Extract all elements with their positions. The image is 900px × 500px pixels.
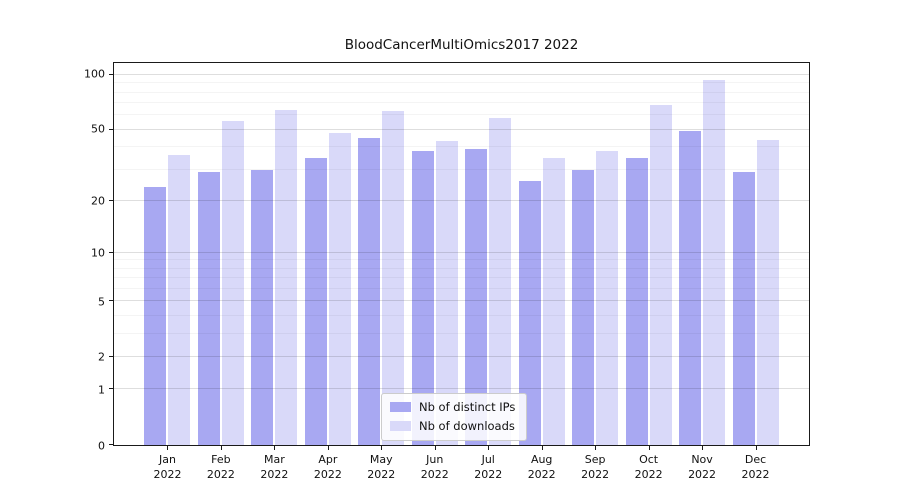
x-tick-label: Jan 2022 bbox=[153, 453, 182, 482]
bar-distinct-ips bbox=[304, 157, 327, 445]
x-tick-label: Aug 2022 bbox=[527, 453, 556, 482]
gridline-minor bbox=[114, 314, 809, 316]
y-tick-mark bbox=[109, 355, 113, 357]
gridline-major bbox=[114, 73, 809, 75]
y-tick-mark bbox=[109, 388, 113, 390]
legend-swatch-downloads bbox=[390, 421, 411, 431]
x-tick-mark bbox=[702, 446, 704, 450]
y-tick-label: 0 bbox=[98, 439, 105, 453]
x-tick-mark bbox=[274, 446, 276, 450]
x-tick-mark bbox=[595, 446, 597, 450]
y-tick-mark bbox=[109, 251, 113, 253]
gridline-minor bbox=[114, 114, 809, 116]
x-tick-label: Mar 2022 bbox=[260, 453, 289, 482]
legend-label-distinct-ips: Nb of distinct IPs bbox=[419, 400, 516, 414]
x-tick-label: May 2022 bbox=[367, 453, 396, 482]
bar-downloads bbox=[168, 155, 191, 445]
gridline-minor bbox=[114, 146, 809, 148]
bar-downloads bbox=[756, 139, 779, 445]
bar-distinct-ips bbox=[465, 149, 488, 445]
x-tick-label: Apr 2022 bbox=[313, 453, 342, 482]
bar-downloads bbox=[542, 157, 565, 445]
bar-distinct-ips bbox=[144, 186, 167, 445]
gridline-major bbox=[114, 300, 809, 302]
bar-distinct-ips bbox=[572, 169, 595, 445]
bar-downloads bbox=[489, 117, 512, 445]
x-tick-label: Nov 2022 bbox=[688, 453, 717, 482]
bar-downloads bbox=[703, 79, 726, 445]
x-tick-mark bbox=[381, 446, 383, 450]
y-tick-mark bbox=[109, 199, 113, 201]
gridline-major bbox=[114, 251, 809, 253]
gridline-major bbox=[114, 128, 809, 130]
y-tick-label: 1 bbox=[98, 383, 105, 397]
x-tick-mark bbox=[220, 446, 222, 450]
x-tick-label: Sep 2022 bbox=[581, 453, 610, 482]
y-axis: 0 1 2 5 10 20 50 100 bbox=[0, 62, 105, 452]
bar-downloads bbox=[435, 141, 458, 445]
gridline-minor bbox=[114, 168, 809, 170]
x-tick-mark bbox=[488, 446, 490, 450]
bar-distinct-ips bbox=[197, 172, 220, 445]
bar-downloads bbox=[275, 110, 298, 445]
y-tick-mark bbox=[109, 128, 113, 130]
bar-downloads bbox=[649, 105, 672, 445]
bar-distinct-ips bbox=[411, 151, 434, 445]
gridline-major bbox=[114, 199, 809, 201]
y-tick-mark bbox=[109, 300, 113, 302]
bar-distinct-ips bbox=[625, 157, 648, 445]
y-tick-label: 20 bbox=[91, 194, 105, 208]
x-tick-mark bbox=[541, 446, 543, 450]
legend-label-downloads: Nb of downloads bbox=[419, 419, 515, 433]
gridline-minor bbox=[114, 277, 809, 279]
bar-downloads bbox=[596, 151, 619, 445]
y-tick-mark bbox=[109, 444, 113, 445]
plot-area: Nb of distinct IPs Nb of downloads bbox=[113, 62, 810, 446]
bar-downloads bbox=[382, 111, 405, 445]
bar-distinct-ips bbox=[732, 172, 755, 445]
gridline-major bbox=[114, 388, 809, 390]
x-tick-mark bbox=[167, 446, 169, 450]
y-tick-label: 100 bbox=[84, 67, 105, 81]
x-tick-label: Dec 2022 bbox=[741, 453, 770, 482]
x-tick-mark bbox=[434, 446, 436, 450]
bar-distinct-ips bbox=[679, 131, 702, 445]
bar-distinct-ips bbox=[518, 180, 541, 445]
bar-distinct-ips bbox=[358, 137, 381, 445]
x-tick-label: Jul 2022 bbox=[474, 453, 503, 482]
x-tick-mark bbox=[648, 446, 650, 450]
x-tick-label: Feb 2022 bbox=[206, 453, 235, 482]
gridline-minor bbox=[114, 82, 809, 84]
gridline-minor bbox=[114, 102, 809, 104]
y-tick-label: 10 bbox=[91, 246, 105, 260]
x-tick-label: Oct 2022 bbox=[634, 453, 663, 482]
gridline-minor bbox=[114, 91, 809, 93]
y-tick-label: 5 bbox=[98, 295, 105, 309]
gridline-major bbox=[114, 355, 809, 357]
legend-item-downloads: Nb of downloads bbox=[390, 419, 515, 433]
bar-downloads bbox=[328, 132, 351, 445]
chart-title: BloodCancerMultiOmics2017 2022 bbox=[344, 37, 579, 53]
x-tick-mark bbox=[755, 446, 757, 450]
bar-downloads bbox=[221, 120, 244, 445]
legend-item-distinct-ips: Nb of distinct IPs bbox=[390, 400, 515, 414]
y-tick-label: 2 bbox=[98, 350, 105, 364]
gridline-minor bbox=[114, 332, 809, 334]
bar-distinct-ips bbox=[251, 169, 274, 445]
gridline-minor bbox=[114, 267, 809, 269]
x-tick-label: Jun 2022 bbox=[420, 453, 449, 482]
x-tick-mark bbox=[327, 446, 329, 450]
y-tick-mark bbox=[109, 73, 113, 75]
y-tick-label: 50 bbox=[91, 122, 105, 136]
gridline-minor bbox=[114, 287, 809, 289]
gridline-minor bbox=[114, 259, 809, 261]
legend-swatch-distinct-ips bbox=[390, 402, 411, 412]
legend: Nb of distinct IPs Nb of downloads bbox=[381, 393, 528, 441]
